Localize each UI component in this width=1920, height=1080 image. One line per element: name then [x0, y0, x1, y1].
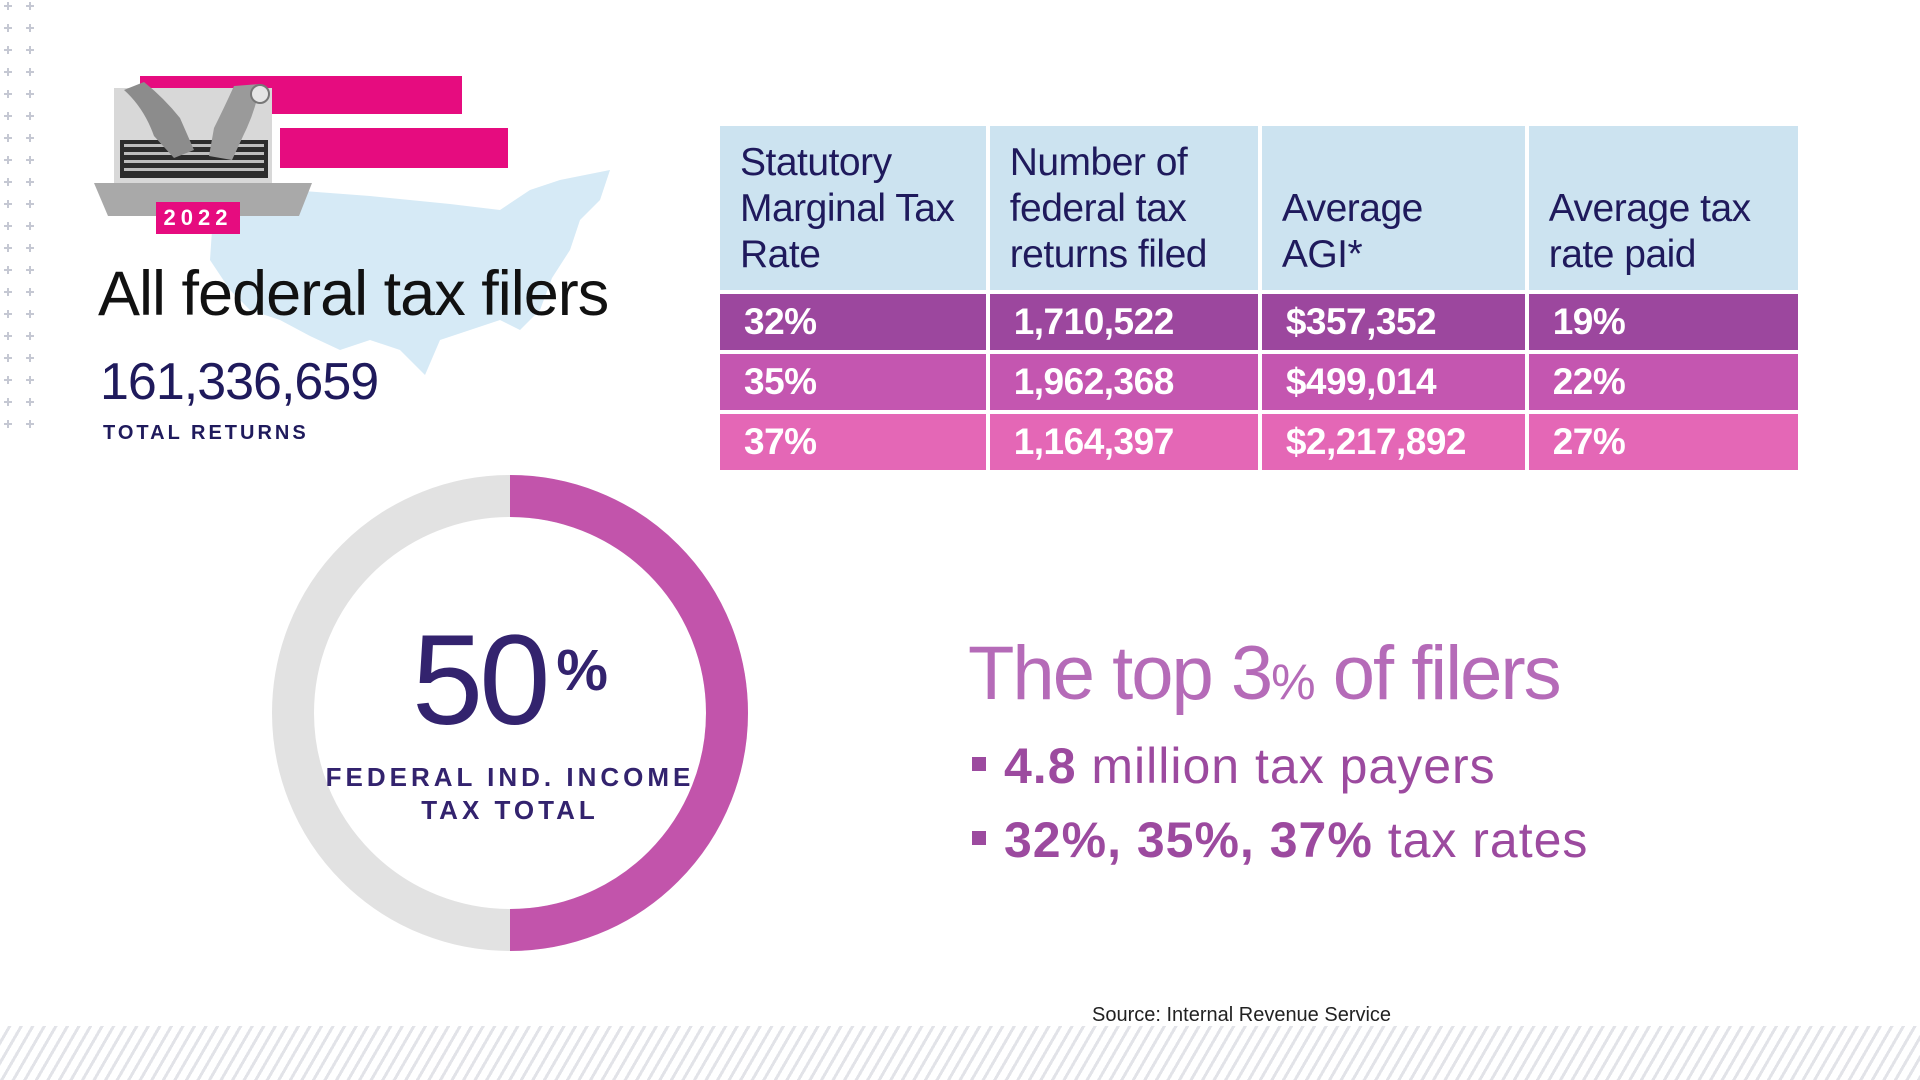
plus-mark-icon — [26, 112, 34, 120]
bullet-text: tax rates — [1372, 812, 1589, 868]
plus-mark-icon — [4, 178, 12, 186]
laptop-icon — [94, 82, 312, 216]
plus-mark-icon — [26, 288, 34, 296]
summary-heading: The top 3% of filers — [968, 630, 1562, 717]
table-cell: 1,164,397 — [989, 414, 1258, 470]
tax-rate-table: Statutory Marginal Tax Rate Number of fe… — [716, 122, 1802, 474]
decorative-plus-grid — [0, 0, 50, 450]
plus-mark-icon — [4, 156, 12, 164]
plus-mark-icon — [26, 266, 34, 274]
table-cell: $2,217,892 — [1261, 414, 1525, 470]
plus-mark-icon — [4, 266, 12, 274]
table-cell: 32% — [720, 294, 986, 350]
donut-caption-line: TAX TOTAL — [421, 795, 599, 825]
total-returns-label: TOTAL RETURNS — [103, 422, 309, 444]
summary-heading-prefix: The top 3 — [968, 631, 1273, 716]
donut-caption-line: FEDERAL IND. INCOME — [325, 762, 695, 792]
plus-mark-icon — [4, 200, 12, 208]
plus-mark-icon — [26, 354, 34, 362]
summary-bullet: 32%, 35%, 37% tax rates — [972, 811, 1588, 869]
plus-mark-icon — [26, 46, 34, 54]
table-row: 37% 1,164,397 $2,217,892 27% — [720, 414, 1798, 470]
plus-mark-icon — [4, 112, 12, 120]
plus-mark-icon — [4, 244, 12, 252]
table-row: 35% 1,962,368 $499,014 22% — [720, 354, 1798, 410]
plus-mark-icon — [26, 332, 34, 340]
plus-mark-icon — [26, 24, 34, 32]
table-cell: $357,352 — [1261, 294, 1525, 350]
table-header-cell: Average tax rate paid — [1528, 126, 1798, 290]
table-cell: 1,710,522 — [989, 294, 1258, 350]
table-row: 32% 1,710,522 $357,352 19% — [720, 294, 1798, 350]
table-cell: 22% — [1528, 354, 1798, 410]
year-badge: 2022 — [156, 202, 240, 234]
table-cell: 37% — [720, 414, 986, 470]
decorative-bar — [280, 128, 508, 168]
plus-mark-icon — [26, 222, 34, 230]
page-title: All federal tax filers — [98, 259, 609, 329]
bullet-bold: 32%, 35%, 37% — [1004, 812, 1373, 868]
summary-heading-suffix: of filers — [1313, 631, 1562, 716]
table-cell: 19% — [1528, 294, 1798, 350]
plus-mark-icon — [26, 134, 34, 142]
plus-mark-icon — [26, 310, 34, 318]
summary-heading-pct: % — [1271, 654, 1315, 710]
decorative-stripe-band — [0, 1026, 1920, 1080]
table-header-cell: Number of federal tax returns filed — [989, 126, 1258, 290]
plus-mark-icon — [4, 2, 12, 10]
plus-mark-icon — [26, 200, 34, 208]
plus-mark-icon — [26, 156, 34, 164]
table-header-cell: Average AGI* — [1261, 126, 1525, 290]
plus-mark-icon — [4, 376, 12, 384]
us-map-icon — [210, 170, 610, 375]
bullet-square-icon — [972, 831, 986, 845]
bullet-text: million tax payers — [1076, 738, 1496, 794]
plus-mark-icon — [4, 332, 12, 340]
table-header-row: Statutory Marginal Tax Rate Number of fe… — [720, 126, 1798, 290]
donut-value-number: 50 — [412, 609, 550, 752]
plus-mark-icon — [4, 90, 12, 98]
bullet-bold: 4.8 — [1004, 738, 1077, 794]
plus-mark-icon — [26, 178, 34, 186]
plus-mark-icon — [26, 90, 34, 98]
table-cell: 1,962,368 — [989, 354, 1258, 410]
source-note: Source: Internal Revenue Service — [1092, 1004, 1392, 1026]
plus-mark-icon — [4, 46, 12, 54]
summary-bullet: 4.8 million tax payers — [972, 737, 1496, 795]
plus-mark-icon — [26, 2, 34, 10]
plus-mark-icon — [26, 398, 34, 406]
table-cell: $499,014 — [1261, 354, 1525, 410]
plus-mark-icon — [4, 310, 12, 318]
donut-value-unit: % — [556, 638, 608, 703]
plus-mark-icon — [4, 398, 12, 406]
plus-mark-icon — [26, 68, 34, 76]
hero-illustration: 2022 — [80, 70, 610, 375]
donut-value: 50% — [270, 607, 750, 754]
plus-mark-icon — [4, 354, 12, 362]
plus-mark-icon — [4, 24, 12, 32]
donut-chart-svg — [272, 475, 748, 951]
plus-mark-icon — [4, 288, 12, 296]
plus-mark-icon — [4, 134, 12, 142]
plus-mark-icon — [26, 420, 34, 428]
donut-chart: 50% FEDERAL IND. INCOME TAX TOTAL — [270, 473, 750, 953]
plus-mark-icon — [26, 376, 34, 384]
table-cell: 35% — [720, 354, 986, 410]
total-returns-value: 161,336,659 — [100, 353, 379, 411]
plus-mark-icon — [26, 244, 34, 252]
donut-caption: FEDERAL IND. INCOME TAX TOTAL — [270, 761, 750, 827]
bullet-square-icon — [972, 757, 986, 771]
plus-mark-icon — [4, 222, 12, 230]
table-cell: 27% — [1528, 414, 1798, 470]
plus-mark-icon — [4, 420, 12, 428]
donut-slice-highlight — [509, 475, 748, 951]
table-header-cell: Statutory Marginal Tax Rate — [720, 126, 986, 290]
plus-mark-icon — [4, 68, 12, 76]
